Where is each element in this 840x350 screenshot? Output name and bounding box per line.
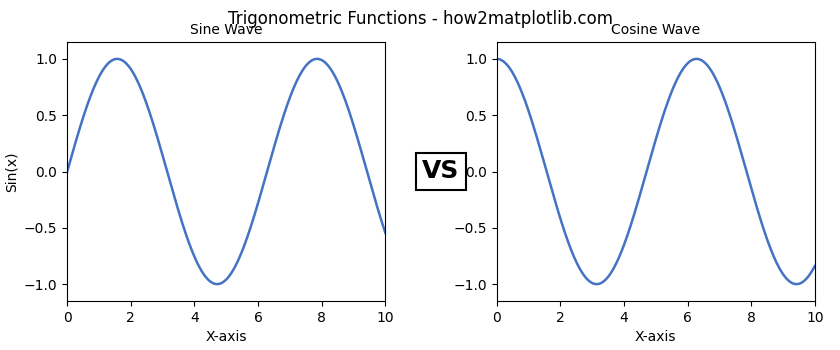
- Text: Trigonometric Functions - how2matplotlib.com: Trigonometric Functions - how2matplotlib…: [228, 10, 612, 28]
- Text: VS: VS: [423, 160, 459, 183]
- Y-axis label: Sin(x): Sin(x): [4, 151, 18, 192]
- X-axis label: X-axis: X-axis: [206, 330, 247, 344]
- X-axis label: X-axis: X-axis: [635, 330, 676, 344]
- Title: Cosine Wave: Cosine Wave: [612, 23, 701, 37]
- Title: Sine Wave: Sine Wave: [190, 23, 263, 37]
